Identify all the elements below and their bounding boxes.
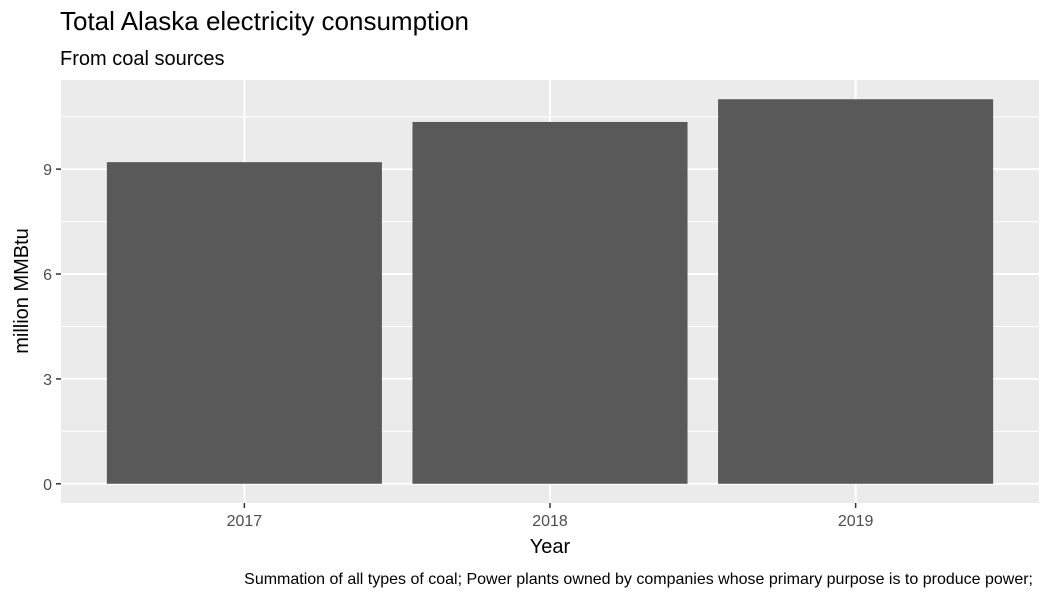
y-tick-label: 0 <box>43 477 52 494</box>
y-tick-label: 3 <box>43 372 52 389</box>
y-axis: 0 3 6 9 <box>43 162 61 494</box>
chart-subtitle: From coal sources <box>60 48 225 70</box>
x-axis: 2017 2018 2019 <box>227 503 874 530</box>
chart-title: Total Alaska electricity consumption <box>60 6 469 36</box>
bar-2018 <box>412 121 688 484</box>
y-tick-label: 9 <box>43 162 52 179</box>
x-tick-label: 2018 <box>532 513 568 530</box>
x-tick-label: 2019 <box>838 513 874 530</box>
bar-2019 <box>718 99 994 484</box>
chart-caption: Summation of all types of coal; Power pl… <box>244 571 1033 588</box>
y-axis-title: million MMBtu <box>11 228 33 354</box>
bar-2017 <box>106 162 382 484</box>
y-tick-label: 6 <box>43 267 52 284</box>
x-tick-label: 2017 <box>227 513 263 530</box>
bars <box>106 99 994 484</box>
x-axis-title: Year <box>530 536 571 558</box>
